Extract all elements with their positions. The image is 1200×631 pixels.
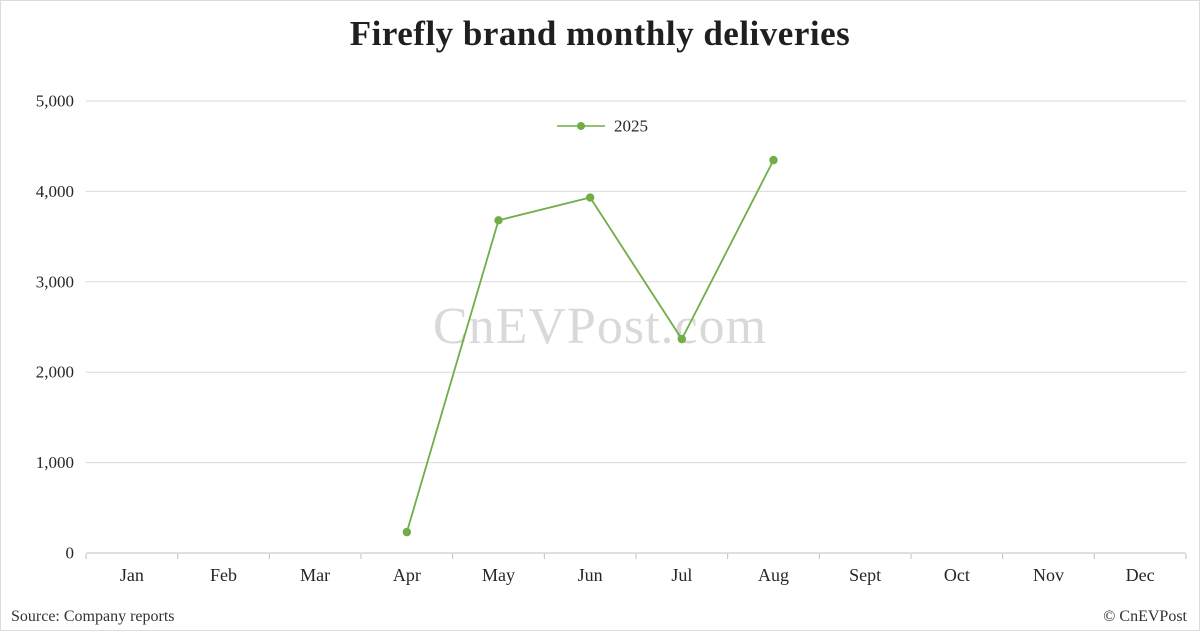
chart-title: Firefly brand monthly deliveries [349,14,851,53]
data-point [769,155,778,165]
series-2025 [402,155,778,537]
data-point [677,334,687,344]
x-tick-label: Nov [1033,565,1064,585]
x-tick-label: May [482,565,515,585]
x-tick-label: Oct [944,565,970,585]
data-point [402,527,412,537]
svg-text:4,000: 4,000 [36,182,74,201]
x-tick-label: Jun [578,565,603,585]
source-note: Source: Company reports [11,608,175,625]
data-point [585,193,595,202]
x-tick-label: Dec [1126,565,1155,585]
x-tick-label: Jan [120,565,144,585]
x-axis: Jan Feb Mar Apr May Jun Jul Aug Sept Oct Nov Dec [85,554,1187,585]
x-tick-label: Feb [210,565,237,585]
copyright: © CnEVPost [1103,608,1187,625]
legend: 2025 [557,117,648,136]
legend-label: 2025 [614,117,648,136]
data-point [494,216,503,225]
x-tick-label: Sept [849,565,881,585]
svg-text:0: 0 [66,544,75,563]
x-tick-label: Apr [393,565,421,585]
gridlines [86,100,1186,554]
svg-text:1,000: 1,000 [36,453,74,472]
x-tick-label: Mar [300,565,330,585]
svg-text:5,000: 5,000 [36,92,74,111]
x-tick-label: Aug [758,565,789,585]
x-tick-label: Jul [671,565,692,585]
watermark: CnEVPost.com [432,298,768,355]
y-axis-labels: 0 1,000 2,000 3,000 4,000 5,000 [36,92,74,563]
svg-text:3,000: 3,000 [36,272,74,291]
footer: Source: Company reports © CnEVPost [11,608,1187,626]
svg-text:2,000: 2,000 [36,363,74,382]
